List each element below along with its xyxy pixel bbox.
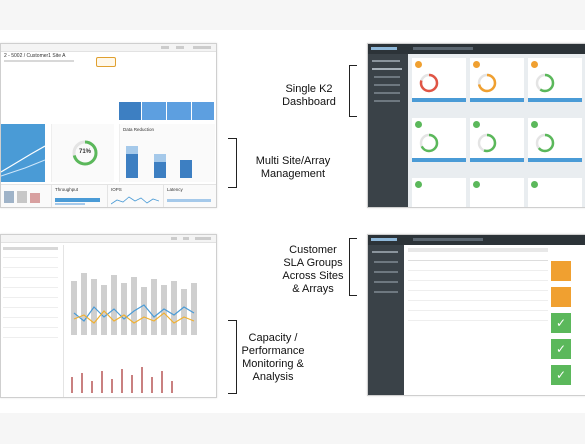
sla-status-ok-1[interactable]: ✓: [551, 313, 571, 333]
capacity-chart-panel: [1, 124, 46, 182]
capacity-ring-icon: [535, 73, 555, 93]
array-card-7[interactable]: [412, 178, 466, 207]
array-card-9[interactable]: [528, 178, 582, 207]
sla-status-ok-2[interactable]: ✓: [551, 339, 571, 359]
left-nav-sidebar: [368, 245, 404, 395]
bracket-multi-site: [236, 138, 237, 188]
capacity-ring-icon: [535, 133, 555, 153]
array-card-4[interactable]: [412, 118, 466, 162]
array-card-6[interactable]: [528, 118, 582, 162]
sla-status-warning-1[interactable]: [551, 261, 571, 281]
data-reduction-panel: Data Reduction: [119, 124, 215, 182]
panel-title-latency: Latency: [167, 187, 183, 192]
panel-title-iops: IOPS: [111, 187, 122, 192]
caption-single-k2-dashboard: Single K2 Dashboard: [282, 83, 336, 108]
single-k2-dashboard-screenshot: [367, 43, 585, 208]
capacity-trend-chart: [1, 145, 46, 177]
latency-panel: Latency: [163, 185, 216, 207]
sla-table: [408, 248, 548, 393]
capacity-ring-icon: [419, 73, 439, 93]
metrics-row: [1, 184, 216, 207]
capacity-performance-screenshot: [0, 234, 217, 398]
bottom-band: [0, 413, 585, 444]
performance-combo-chart: [71, 273, 197, 335]
customer-sla-screenshot: ✓ ✓ ✓: [367, 234, 585, 396]
app-header: [368, 235, 585, 245]
window-toolbar: [1, 44, 216, 52]
capacity-ring-icon: [477, 133, 497, 153]
array-card-3[interactable]: [528, 58, 582, 102]
iops-sparkline: [111, 196, 159, 205]
check-icon: ✓: [555, 316, 567, 330]
caption-customer-sla: Customer SLA Groups Across Sites & Array…: [282, 244, 344, 295]
volume-table: [1, 245, 64, 397]
gauge-value: 71%: [79, 149, 92, 155]
alert-chip[interactable]: [96, 57, 116, 67]
panel-title-throughput: Throughput: [55, 187, 79, 192]
panel-title-data-reduction: Data Reduction: [123, 127, 155, 132]
app-header: [368, 44, 585, 54]
capacity-ring-icon: [477, 73, 497, 93]
array-card-5[interactable]: [470, 118, 524, 162]
capacity-ring-icon: [419, 133, 439, 153]
tile-button-1[interactable]: [119, 102, 141, 120]
bracket-customer-sla: [349, 238, 350, 296]
check-icon: ✓: [555, 342, 567, 356]
bracket-single-k2: [349, 65, 350, 117]
left-nav-sidebar: [368, 54, 408, 207]
tile-button-4[interactable]: [192, 102, 214, 120]
check-icon: ✓: [555, 368, 567, 382]
tile-button-3[interactable]: [167, 102, 191, 120]
latency-bar-chart: [71, 367, 173, 393]
usage-ring-icon: [72, 140, 98, 166]
top-band: [0, 0, 585, 30]
site-title: 2 - 5002 / Customer1 Site A: [4, 53, 66, 59]
array-card-8[interactable]: [470, 178, 524, 207]
bracket-capacity: [236, 320, 237, 394]
array-card-1[interactable]: [412, 58, 466, 102]
sla-status-warning-2[interactable]: [551, 287, 571, 307]
sla-status-ok-3[interactable]: ✓: [551, 365, 571, 385]
array-card-2[interactable]: [470, 58, 524, 102]
window-toolbar: [1, 235, 216, 243]
throughput-panel: Throughput: [51, 185, 107, 207]
caption-multi-site: Multi Site/Array Management: [255, 155, 331, 180]
tile-button-2[interactable]: [142, 102, 166, 120]
multi-site-dashboard-screenshot: 2 - 5002 / Customer1 Site A 71% Data Red…: [0, 43, 217, 208]
usage-gauge-panel: 71%: [51, 124, 114, 182]
caption-capacity: Capacity / Performance Monitoring & Anal…: [241, 332, 305, 383]
iops-panel: IOPS: [107, 185, 163, 207]
storage-mini-panel: [1, 185, 49, 207]
